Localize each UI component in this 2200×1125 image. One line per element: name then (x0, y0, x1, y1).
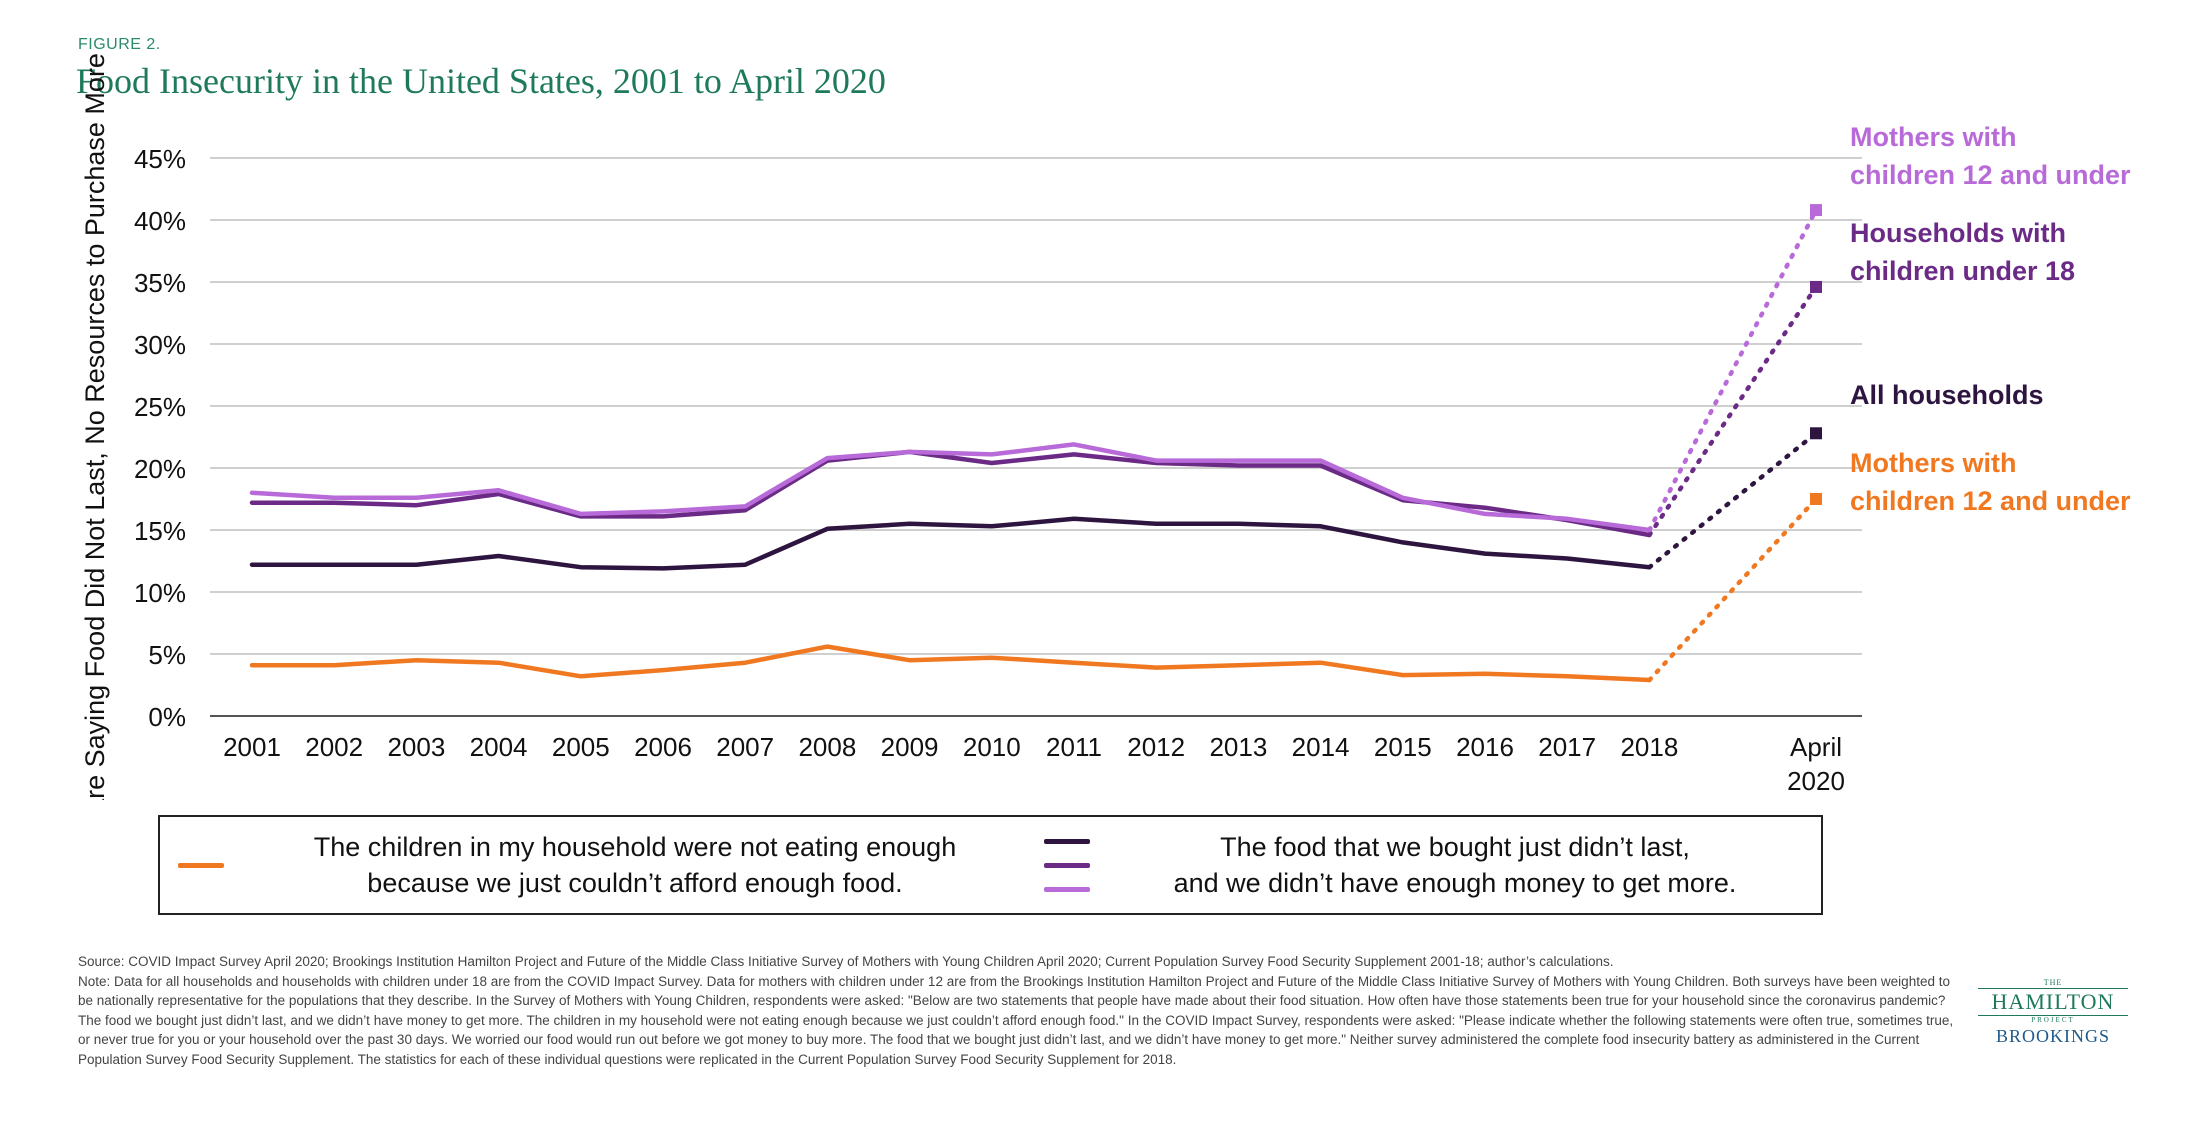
series-line-all_households (249, 516, 1652, 571)
series-end-labels: Mothers with children 12 and under All hou… (1850, 122, 2131, 516)
x-tick-label: 2015 (1374, 732, 1432, 762)
source-note: Source: COVID Impact Survey April 2020; … (78, 954, 1614, 969)
y-tick-label: 10% (134, 578, 186, 608)
x-tick-label: 2001 (223, 732, 281, 762)
end-label-households_children_under_18: children under 18 (1850, 256, 2075, 286)
legend-swatch-orange (178, 863, 224, 868)
y-tick-label: 25% (134, 392, 186, 422)
logo-the: THE (2043, 978, 2063, 987)
y-tick-label: 40% (134, 206, 186, 236)
gridlines (210, 157, 1862, 717)
y-tick-label: 45% (134, 144, 186, 174)
legend-text-line: and we didn’t have enough money to get m… (1173, 868, 1737, 898)
logo-project: PROJECT (2031, 1016, 2075, 1024)
legend-text-line: The children in my household were not ea… (313, 832, 957, 862)
series-lines (249, 204, 1822, 683)
legend-text-food: The food that we bought just didn’t last… (1100, 829, 1810, 901)
dotted-line-mothers_children_12_under (1647, 207, 1819, 533)
figure-label: FIGURE 2. (78, 36, 161, 53)
y-tick-label: 0% (148, 702, 186, 732)
end-label-mothers_children_12_under: children 12 and under (1850, 160, 2131, 190)
dotted-line-children_not_eating (1647, 496, 1819, 683)
end-label-all_households: All households (1850, 380, 2044, 410)
x-tick-label-april-2020: 2020 (1787, 766, 1845, 796)
x-tick-label: 2007 (716, 732, 774, 762)
x-tick-label: 2006 (634, 732, 692, 762)
hamilton-brookings-logo: THE HAMILTON PROJECT BROOKINGS (1978, 978, 2128, 1046)
x-tick-label-april-2020: April (1790, 732, 1842, 762)
x-tick-label: 2013 (1209, 732, 1267, 762)
y-tick-label: 5% (148, 640, 186, 670)
x-tick-label: 2014 (1292, 732, 1350, 762)
y-tick-label: 35% (134, 268, 186, 298)
legend: The children in my household were not ea… (158, 815, 1823, 915)
y-tick-label: 20% (134, 454, 186, 484)
x-tick-label: 2003 (387, 732, 445, 762)
x-tick-label: 2017 (1538, 732, 1596, 762)
dotted-line-households_children_under_18 (1647, 284, 1819, 538)
x-tick-label: 2005 (552, 732, 610, 762)
x-tick-label: 2011 (1046, 732, 1102, 762)
legend-swatch-dark-purple (1044, 839, 1090, 844)
end-label-children_not_eating: children 12 and under (1850, 486, 2131, 516)
logo-brookings: BROOKINGS (1995, 1026, 2110, 1046)
y-axis-ticks: 0% 5% 10% 15% 20% 25% 30% 35% 40% 45% (134, 144, 186, 732)
marker-april-2020-all_households (1810, 427, 1822, 440)
methodology-note: Note: Data for all households and househ… (78, 973, 1954, 1067)
x-tick-label: 2009 (881, 732, 939, 762)
legend-text-children: The children in my household were not ea… (230, 829, 1040, 901)
x-tick-label: 2008 (798, 732, 856, 762)
marker-april-2020-children_not_eating (1810, 493, 1822, 505)
legend-text-line: because we just couldn’t afford enough f… (367, 868, 903, 898)
x-tick-label: 2004 (470, 732, 528, 762)
y-tick-label: 15% (134, 516, 186, 546)
footnotes: Source: COVID Impact Survey April 2020; … (78, 952, 1958, 1069)
x-tick-label: 2016 (1456, 732, 1514, 762)
x-tick-label: 2012 (1127, 732, 1185, 762)
logo-hamilton: HAMILTON (1978, 988, 2128, 1016)
end-label-children_not_eating: Mothers with (1850, 448, 2017, 478)
series-line-children_not_eating (249, 644, 1652, 683)
x-axis-ticks: 2001 2002 2003 2004 2005 2006 2007 2008 2009 2010… (223, 732, 1845, 796)
dotted-line-all_households (1647, 431, 1819, 570)
legend-swatch-light-purple (1044, 887, 1090, 892)
chart-title: Food Insecurity in the United States, 20… (76, 61, 886, 101)
line-chart: 0%5%10%15%20%25%30%35%40%45% 2001 2002 200… (80, 53, 2131, 800)
legend-text-line: The food that we bought just didn’t last… (1220, 832, 1690, 862)
y-axis-label: Share Saying Food Did Not Last, No Resou… (80, 53, 110, 800)
y-tick-label: 30% (134, 330, 186, 360)
marker-april-2020-households_children_under_18 (1810, 280, 1822, 293)
end-label-households_children_under_18: Households with (1850, 218, 2066, 248)
end-label-mothers_children_12_under: Mothers with (1850, 122, 2017, 152)
legend-swatch-purple (1044, 863, 1090, 868)
x-tick-label: 2010 (963, 732, 1021, 762)
marker-april-2020-mothers_children_12_under (1810, 204, 1822, 217)
x-tick-label: 2018 (1620, 732, 1678, 762)
x-tick-label: 2002 (305, 732, 363, 762)
series-line-mothers_children_12_under (249, 442, 1652, 533)
